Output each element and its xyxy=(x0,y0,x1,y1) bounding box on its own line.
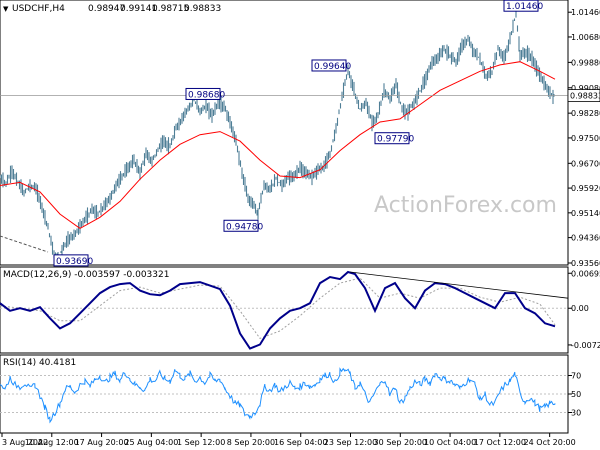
rsi-line xyxy=(0,367,556,424)
price-y-tick-label: 1.01460 xyxy=(571,8,600,17)
x-tick-label: 23 Sep 12:00 xyxy=(324,438,377,447)
price-callout-box xyxy=(503,0,539,12)
macd-y-tick-label: -0.007294 xyxy=(571,341,600,350)
last-price-label: 0.98833 xyxy=(570,92,600,101)
macd-main-line xyxy=(0,270,556,350)
chevron-down-icon: ▼ xyxy=(3,5,9,13)
ohlc-open: 0.98947 xyxy=(88,4,125,14)
price-callout-box xyxy=(311,59,347,72)
rsi-level-lines xyxy=(0,375,568,413)
watermark: ActionForex.com xyxy=(374,193,557,218)
price-callout-box xyxy=(53,254,89,267)
price-panel: ActionForex.com 1.01460 0.99640 0.98680 0.9… xyxy=(0,0,600,268)
macd-y-axis: 0.006954 0.00 -0.007294 xyxy=(568,269,600,350)
x-tick-label: 1 Sep 12:00 xyxy=(177,438,225,447)
last-price-badge xyxy=(567,89,600,103)
price-callouts: 1.01460 0.99640 0.98680 0.97790 0.94780 0.936… xyxy=(53,0,543,267)
price-panel-frame xyxy=(0,0,569,266)
x-tick-label: 17 Oct 12:00 xyxy=(474,438,526,447)
macd-title: MACD(12,26,9) -0.003597 -0.003321 xyxy=(3,270,169,280)
macd-panel: MACD(12,26,9) -0.003597 -0.003321 0.0069… xyxy=(0,266,600,354)
ohlc-high: 0.99141 xyxy=(120,4,157,14)
x-tick-label: 30 Sep 20:00 xyxy=(374,438,427,447)
trend-line-dashed xyxy=(0,235,49,253)
price-callout-label: 0.99640 xyxy=(314,62,351,72)
price-series xyxy=(0,5,555,265)
macd-y-tick-label: 0.006954 xyxy=(571,269,600,278)
rsi-y-axis: 70 50 30 xyxy=(568,372,581,418)
moving-average-line xyxy=(0,61,556,229)
macd-trendline xyxy=(349,271,569,299)
ohlc-close: 0.98833 xyxy=(184,4,221,14)
symbol-header: ▼ USDCHF,H4 0.98947 0.99141 0.98715 0.98… xyxy=(3,4,221,14)
x-tick-label: 10 Aug 12:00 xyxy=(25,438,79,447)
price-callout-box xyxy=(185,87,221,100)
x-tick-label: 25 Aug 04:00 xyxy=(124,438,178,447)
rsi-y-tick-label: 30 xyxy=(571,409,581,418)
rsi-title: RSI(14) 40.4181 xyxy=(3,358,76,368)
rsi-y-tick-label: 70 xyxy=(571,372,581,381)
x-tick-label: 8 Sep 20:00 xyxy=(227,438,275,447)
x-tick-label: 3 Aug 2022 xyxy=(2,438,48,447)
x-tick-label: 17 Aug 20:00 xyxy=(75,438,129,447)
price-callout-box xyxy=(374,132,410,145)
symbol-label: USDCHF,H4 xyxy=(12,4,65,14)
rsi-y-tick-label: 50 xyxy=(571,390,581,399)
price-callout-label: 0.94780 xyxy=(226,222,263,232)
price-callout-label: 0.98680 xyxy=(188,90,225,100)
ohlc-low: 0.98715 xyxy=(152,4,189,14)
x-tick-label: 24 Oct 20:00 xyxy=(524,438,576,447)
macd-y-tick-label: 0.00 xyxy=(571,304,589,313)
price-callout-box xyxy=(223,219,259,232)
rsi-panel: RSI(14) 40.4181 70 50 30 xyxy=(0,354,581,434)
x-tick-label: 10 Oct 04:00 xyxy=(424,438,476,447)
price-callout-label: 1.01460 xyxy=(506,2,543,12)
price-callout-label: 0.93690 xyxy=(56,257,93,267)
x-tick-label: 16 Sep 04:00 xyxy=(274,438,327,447)
price-callout-label: 0.97790 xyxy=(377,135,414,145)
